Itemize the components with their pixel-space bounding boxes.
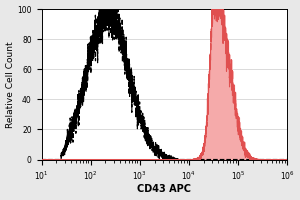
- X-axis label: CD43 APC: CD43 APC: [137, 184, 191, 194]
- Y-axis label: Relative Cell Count: Relative Cell Count: [6, 41, 15, 128]
